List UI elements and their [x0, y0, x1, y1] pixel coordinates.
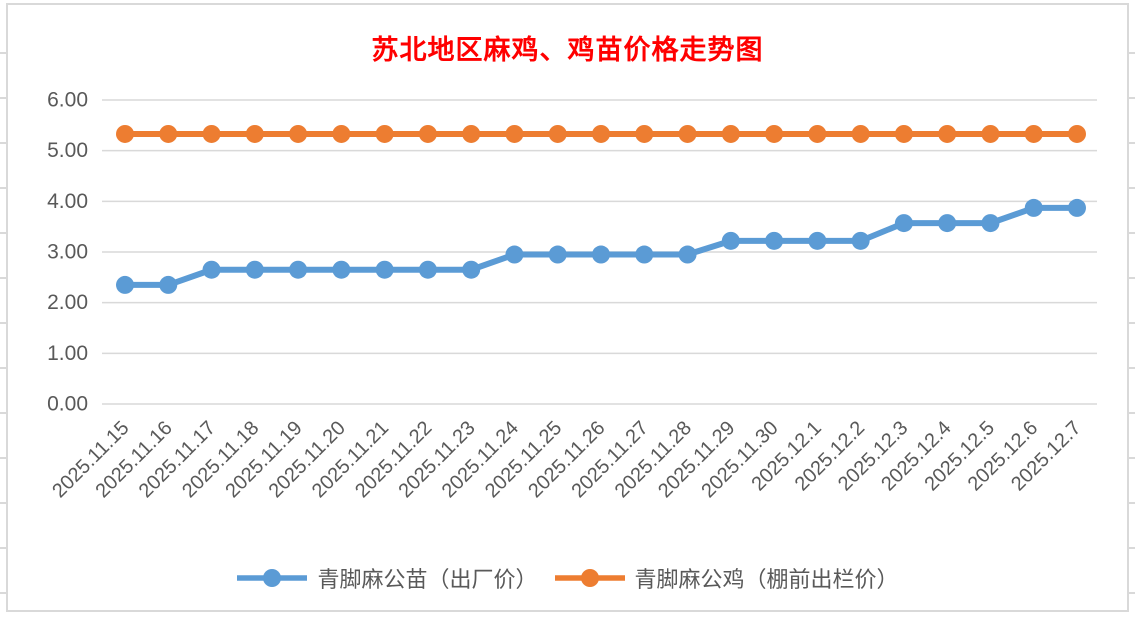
data-point-series-0: [418, 260, 437, 279]
data-point-series-0: [375, 260, 394, 279]
worksheet-gridline-stub: [1129, 502, 1135, 504]
data-point-series-1: [765, 124, 784, 143]
data-point-series-0: [462, 260, 481, 279]
data-point-series-0: [678, 245, 697, 264]
data-point-series-0: [592, 245, 610, 264]
worksheet-gridline-stub: [0, 322, 6, 324]
data-point-series-0: [981, 214, 1000, 233]
data-point-series-1: [375, 124, 394, 143]
worksheet-gridline-stub: [0, 592, 6, 594]
data-point-series-1: [418, 124, 437, 143]
worksheet-gridline-stub: [1129, 187, 1135, 189]
data-point-series-0: [116, 275, 134, 294]
worksheet-gridline-stub: [0, 142, 6, 144]
data-point-series-0: [1068, 198, 1086, 217]
worksheet-gridline-stub: [0, 502, 6, 504]
legend-item-chick-factory-price: 青脚麻公苗（出厂价）: [236, 562, 538, 594]
data-point-series-1: [1068, 124, 1086, 143]
data-point-series-1: [1024, 124, 1043, 143]
data-point-series-1: [894, 124, 913, 143]
data-point-series-1: [505, 124, 524, 143]
worksheet-gridline-stub: [0, 412, 6, 414]
worksheet-gridline-stub: [0, 187, 6, 189]
worksheet-gridline-stub: [1129, 592, 1135, 594]
worksheet-gridline-stub: [1129, 142, 1135, 144]
worksheet-gridline-stub: [0, 97, 6, 99]
worksheet-gridline-stub: [0, 367, 6, 369]
worksheet-gridline-stub: [0, 277, 6, 279]
y-axis-label: 2.00: [47, 291, 88, 314]
chart-legend: 青脚麻公苗（出厂价） 青脚麻公鸡（棚前出栏价）: [0, 562, 1135, 594]
data-point-series-1: [202, 124, 221, 143]
chart-title: 苏北地区麻鸡、鸡苗价格走势图: [371, 35, 764, 65]
data-point-series-1: [981, 124, 1000, 143]
legend-label-rooster-farmgate-price: 青脚麻公鸡（棚前出栏价）: [634, 567, 899, 592]
y-axis-label: 0.00: [47, 393, 88, 416]
legend-label-chick-factory-price: 青脚麻公苗（出厂价）: [317, 567, 538, 592]
legend-item-rooster-farmgate-price: 青脚麻公鸡（棚前出栏价）: [554, 562, 899, 594]
data-point-series-1: [808, 124, 827, 143]
worksheet-gridline-stub: [1129, 547, 1135, 549]
worksheet-gridline-stub: [0, 457, 6, 459]
data-point-series-0: [245, 260, 264, 279]
y-axis-label: 6.00: [47, 89, 88, 112]
data-point-series-1: [462, 124, 481, 143]
data-point-series-0: [505, 245, 524, 264]
data-point-series-1: [592, 124, 610, 143]
y-axis-label: 4.00: [47, 190, 88, 213]
chart-frame: [6, 3, 1129, 612]
worksheet-gridline-stub: [0, 547, 6, 549]
data-point-series-0: [808, 231, 827, 250]
data-point-series-0: [765, 231, 784, 250]
data-point-series-1: [332, 124, 351, 143]
data-point-series-0: [202, 260, 221, 279]
worksheet-gridline-stub: [1129, 52, 1135, 54]
data-point-series-1: [116, 124, 134, 143]
data-point-series-0: [289, 260, 308, 279]
data-point-series-1: [678, 124, 697, 143]
data-point-series-1: [245, 124, 264, 143]
worksheet-gridline-stub: [1129, 457, 1135, 459]
data-point-series-1: [548, 124, 567, 143]
data-point-series-1: [159, 124, 178, 143]
worksheet-gridline-stub: [1129, 232, 1135, 234]
data-point-series-0: [894, 214, 913, 233]
worksheet-gridline-stub: [1129, 367, 1135, 369]
data-point-series-0: [1024, 198, 1043, 217]
worksheet-gridline-stub: [1129, 97, 1135, 99]
data-point-series-1: [938, 124, 957, 143]
data-point-series-0: [851, 231, 870, 250]
worksheet-gridline-stub: [1129, 412, 1135, 414]
worksheet-gridline-stub: [1129, 277, 1135, 279]
worksheet-gridline-stub: [0, 52, 6, 54]
data-point-series-0: [159, 275, 178, 294]
data-point-series-0: [635, 245, 654, 264]
data-point-series-0: [938, 214, 957, 233]
data-point-series-1: [635, 124, 654, 143]
data-point-series-0: [721, 231, 740, 250]
data-point-series-1: [851, 124, 870, 143]
data-point-series-1: [721, 124, 740, 143]
worksheet-gridline-stub: [0, 232, 6, 234]
y-axis-label: 3.00: [47, 241, 88, 264]
blue-series-marker-icon: [237, 569, 308, 587]
data-point-series-0: [548, 245, 567, 264]
orange-series-marker-icon: [554, 569, 625, 587]
data-point-series-0: [332, 260, 351, 279]
y-axis-label: 5.00: [47, 139, 88, 162]
y-axis-label: 1.00: [47, 342, 88, 365]
worksheet-gridline-stub: [1129, 322, 1135, 324]
data-point-series-1: [289, 124, 308, 143]
